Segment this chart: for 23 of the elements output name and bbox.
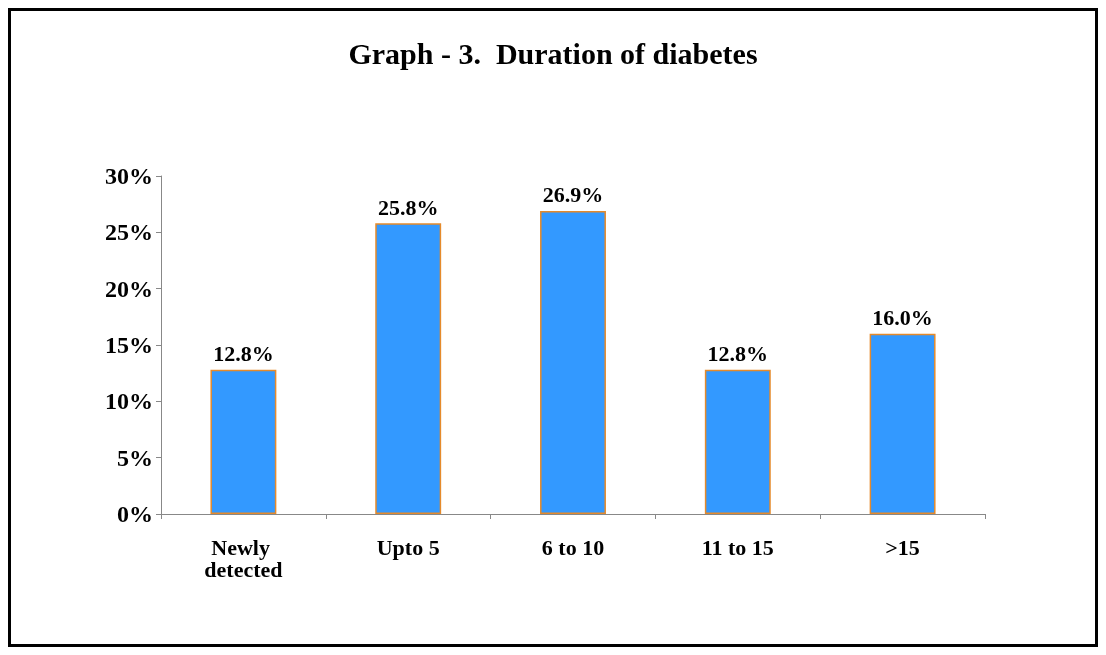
y-tick-label: 5%	[117, 444, 153, 471]
y-tick-label: 20%	[105, 275, 153, 302]
x-tick-label: >15	[885, 534, 920, 560]
y-tick-label: 10%	[105, 388, 153, 415]
x-tick-label: Upto 5	[376, 534, 440, 560]
x-tick-label: Newly detected	[204, 534, 283, 582]
bar	[375, 223, 442, 514]
y-tick-label: 25%	[105, 219, 153, 246]
data-label: 26.9%	[542, 182, 604, 208]
x-tick-label: 6 to 10	[541, 534, 605, 560]
chart-title: Graph - 3. Duration of diabetes	[348, 36, 758, 70]
bar	[540, 210, 606, 514]
data-label: 16.0%	[872, 305, 933, 331]
data-label: 25.8%	[377, 194, 439, 220]
x-tick-label: 11 to 15	[701, 534, 774, 560]
bar	[869, 333, 936, 514]
y-tick-label: 0%	[117, 501, 153, 527]
bar	[704, 369, 771, 514]
y-tick-label: 15%	[105, 332, 153, 358]
data-label: 12.8%	[213, 341, 274, 367]
bar	[210, 369, 277, 514]
y-tick-label: 30%	[105, 163, 153, 189]
data-label: 12.8%	[707, 341, 769, 367]
